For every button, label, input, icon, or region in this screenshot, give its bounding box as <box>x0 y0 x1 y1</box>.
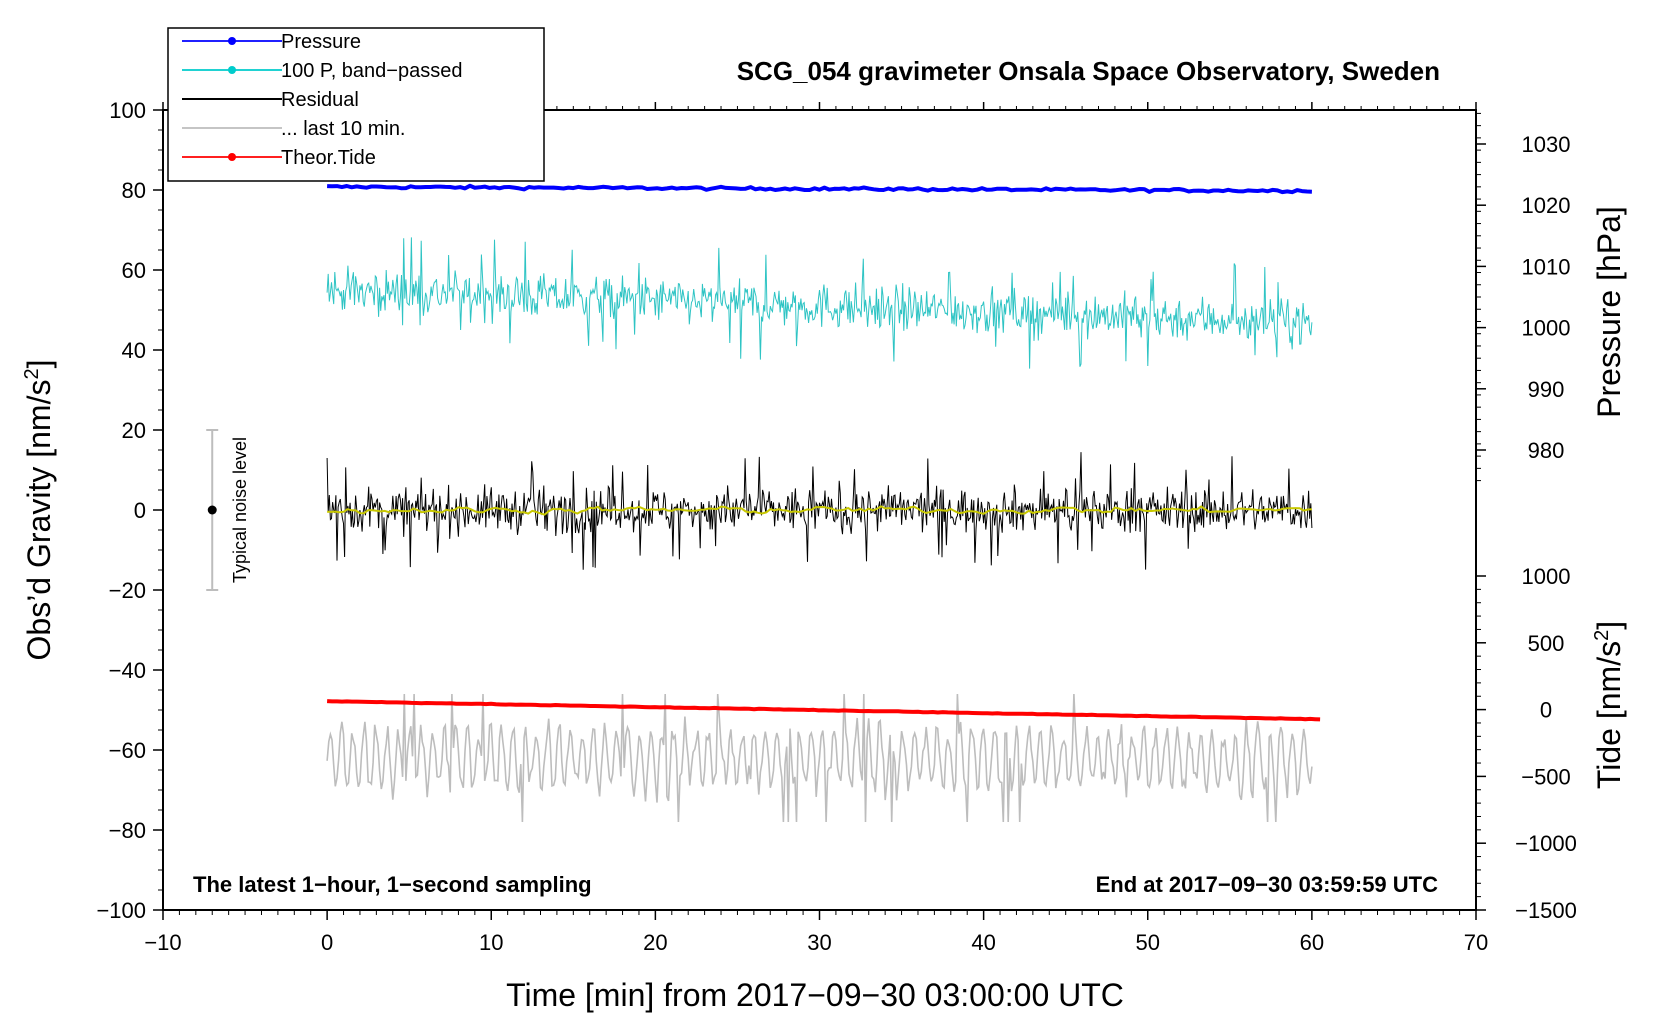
tick-layer <box>153 102 1486 920</box>
legend-entry-label: ... last 10 min. <box>281 118 406 140</box>
pressure-tick-label: 980 <box>1528 438 1565 463</box>
series-line-100-p-band-passed <box>326 237 1313 369</box>
y-axis-title-tide-group: Tide [nm/s2] <box>1591 621 1627 789</box>
series-layer <box>326 183 1321 823</box>
pressure-tick-labels: 1030 1020 1010 1000 990 980 <box>1522 132 1571 463</box>
pressure-tick-label: 1000 <box>1522 316 1571 341</box>
y-axis-title-tide: Tide [nm/s2] <box>1591 621 1627 789</box>
legend: Pressure 100 P, band−passed Residual ... la… <box>167 27 545 182</box>
y-tick-label: −40 <box>109 658 146 683</box>
y-axis-title-tide-end: ] <box>1591 621 1627 630</box>
legend-entry-label: 100 P, band−passed <box>281 60 462 82</box>
x-tick-labels: −10 0 10 20 30 40 50 60 70 <box>144 930 1488 955</box>
y-axis-title-left-group: Obs’d Gravity [nm/s2] <box>21 360 57 661</box>
y-axis-title-tide-main: Tide [nm/s <box>1591 641 1627 789</box>
x-tick-label: 30 <box>807 930 831 955</box>
x-tick-label: 70 <box>1464 930 1488 955</box>
y-axis-title-tide-sup: 2 <box>1591 630 1613 641</box>
legend-entry-label: Residual <box>281 89 359 111</box>
noise-level-indicator <box>206 429 219 591</box>
tide-tick-label: −1500 <box>1515 898 1577 923</box>
series-line-residual <box>326 452 1313 570</box>
tide-tick-label: −500 <box>1521 764 1571 789</box>
y-tick-label: 20 <box>122 418 146 443</box>
y-axis-title-pressure-group: Pressure [hPa] <box>1591 206 1627 418</box>
chart-title: SCG_054 gravimeter Onsala Space Observat… <box>737 56 1440 86</box>
series-line-theor-tide <box>326 699 1321 722</box>
legend-entry-label: Pressure <box>281 31 361 53</box>
pressure-tick-label: 990 <box>1528 377 1565 402</box>
series-line-last-10-min <box>326 693 1313 823</box>
y-tick-label: 60 <box>122 258 146 283</box>
y-tick-label: −20 <box>109 578 146 603</box>
x-tick-label: 40 <box>971 930 995 955</box>
tide-tick-label: 1000 <box>1522 564 1571 589</box>
x-tick-label: 60 <box>1300 930 1324 955</box>
tide-tick-label: 500 <box>1528 631 1565 656</box>
annotation-bottom-left: The latest 1−hour, 1−second sampling <box>193 872 592 897</box>
x-tick-label: −10 <box>144 930 181 955</box>
x-tick-label: 10 <box>479 930 503 955</box>
pressure-tick-label: 1030 <box>1522 132 1571 157</box>
annotation-bottom-right: End at 2017−09−30 03:59:59 UTC <box>1096 872 1439 897</box>
x-tick-label: 50 <box>1136 930 1160 955</box>
y-axis-title-pressure: Pressure [hPa] <box>1591 206 1627 418</box>
y-axis-title-left: Obs’d Gravity [nm/s2] <box>21 360 57 661</box>
noise-level-center-dot <box>207 505 217 515</box>
legend-swatch-marker <box>228 153 236 161</box>
tide-tick-label: 0 <box>1540 698 1552 723</box>
y-axis-title-left-main: Obs’d Gravity [nm/s <box>21 380 57 661</box>
legend-entries: Pressure 100 P, band−passed Residual ... la… <box>182 31 462 169</box>
pressure-tick-label: 1020 <box>1522 193 1571 218</box>
y-tick-label: −80 <box>109 818 146 843</box>
noise-level-label-group: Typical noise level <box>230 437 250 583</box>
x-axis-title: Time [min] from 2017−09−30 03:00:00 UTC <box>506 977 1124 1013</box>
x-tick-label: 0 <box>321 930 333 955</box>
y-tick-label: −60 <box>109 738 146 763</box>
noise-level-label: Typical noise level <box>230 437 250 583</box>
series-line-residual-smoothed <box>327 505 1312 516</box>
y-tick-label: 40 <box>122 338 146 363</box>
legend-swatch-marker <box>228 37 236 45</box>
legend-swatch-marker <box>228 66 236 74</box>
y-tick-label: −100 <box>96 898 146 923</box>
y-axis-title-left-sup: 2 <box>21 368 43 379</box>
x-tick-label: 20 <box>643 930 667 955</box>
y-tick-label: 80 <box>122 178 146 203</box>
y-tick-label: 0 <box>134 498 146 523</box>
tide-tick-label: −1000 <box>1515 831 1577 856</box>
y-axis-title-left-end: ] <box>21 360 57 369</box>
y-tick-labels: 100 80 60 40 20 0 −20 −40 −60 −80 −100 <box>96 98 146 923</box>
legend-entry-label: Theor.Tide <box>281 147 376 169</box>
pressure-tick-label: 1010 <box>1522 254 1571 279</box>
tide-tick-labels: 1000 500 0 −500 −1000 −1500 <box>1515 564 1577 923</box>
y-tick-label: 100 <box>109 98 146 123</box>
series-line-pressure <box>327 183 1312 195</box>
